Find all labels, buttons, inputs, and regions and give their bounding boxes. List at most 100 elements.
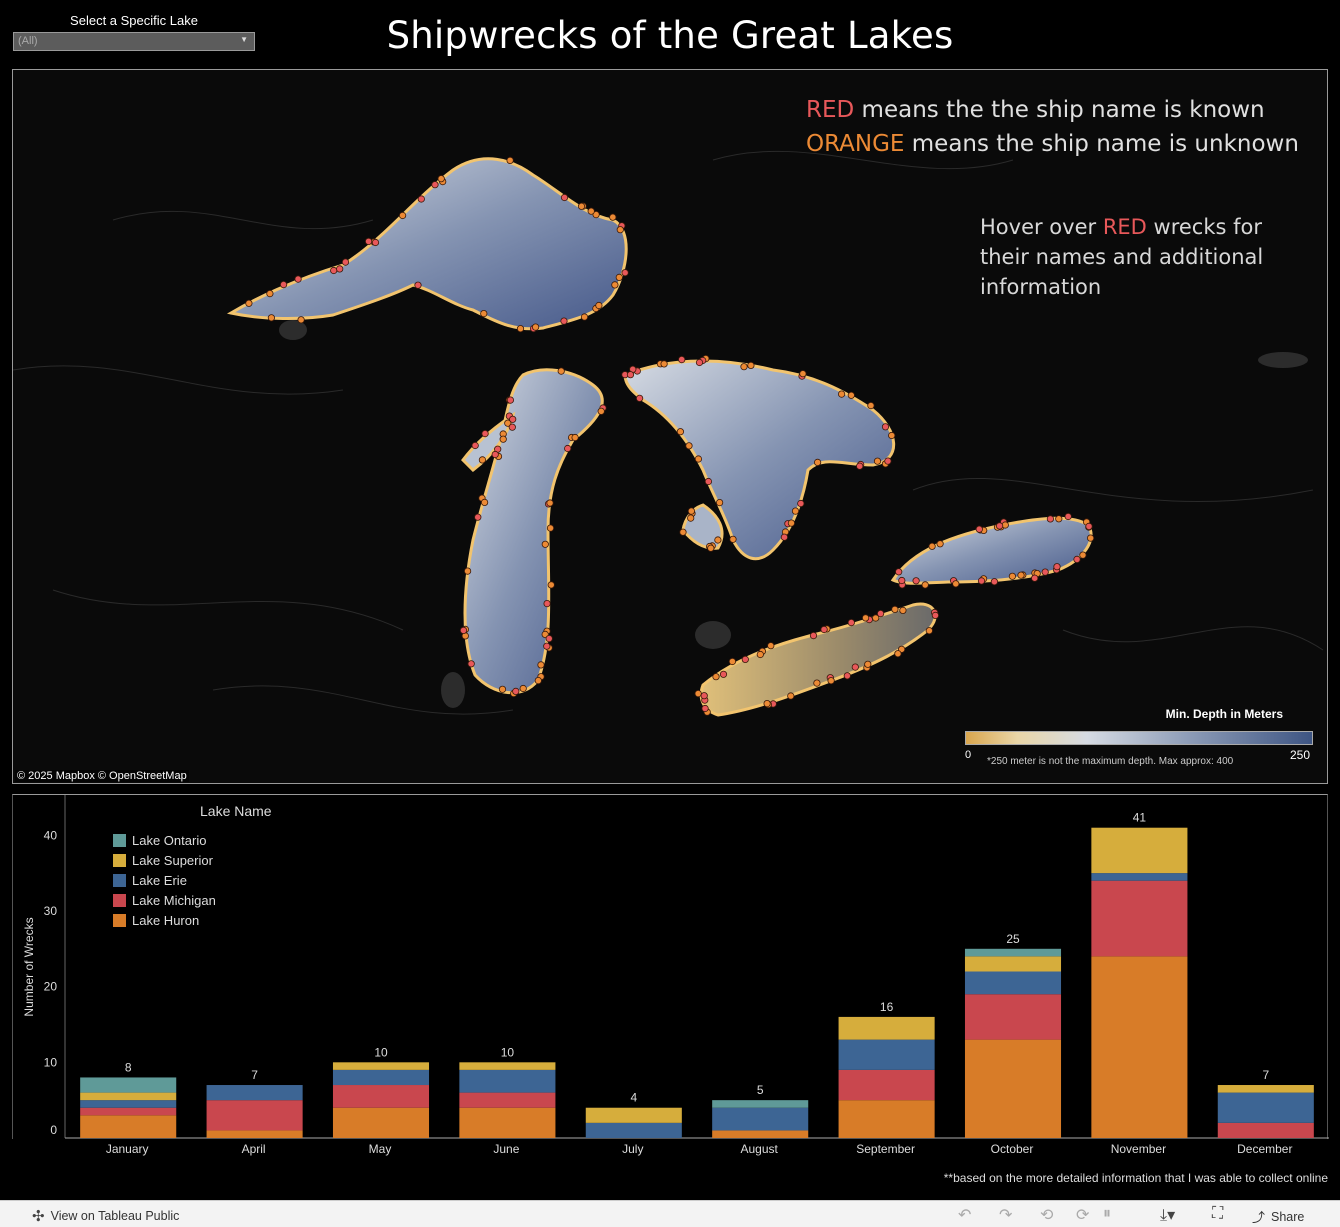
wreck-marker[interactable] bbox=[616, 226, 624, 234]
wreck-marker[interactable] bbox=[1031, 574, 1039, 582]
wreck-marker[interactable] bbox=[534, 676, 542, 685]
wreck-marker[interactable] bbox=[660, 360, 668, 368]
wreck-marker[interactable] bbox=[547, 581, 555, 589]
wreck-marker[interactable] bbox=[611, 281, 619, 289]
download-icon[interactable]: ⤓▾ bbox=[1160, 1207, 1176, 1224]
bar-segment-lake-michigan[interactable] bbox=[206, 1100, 303, 1131]
wreck-marker[interactable] bbox=[888, 431, 896, 440]
wreck-marker[interactable] bbox=[597, 407, 605, 415]
wreck-marker[interactable] bbox=[687, 514, 695, 522]
wreck-marker[interactable] bbox=[499, 435, 507, 443]
wreck-marker[interactable] bbox=[621, 269, 629, 277]
wreck-marker[interactable] bbox=[519, 684, 527, 693]
wreck-marker[interactable] bbox=[837, 390, 846, 398]
wreck-marker[interactable] bbox=[799, 370, 807, 378]
wreck-marker[interactable] bbox=[952, 580, 960, 588]
wreck-marker[interactable] bbox=[516, 325, 525, 333]
wreck-marker[interactable] bbox=[787, 519, 796, 527]
wreck-marker[interactable] bbox=[820, 625, 828, 634]
wreck-marker[interactable] bbox=[701, 704, 709, 713]
bar-segment-lake-huron[interactable] bbox=[332, 1107, 430, 1138]
wreck-marker[interactable] bbox=[719, 670, 728, 678]
bar-segment-lake-michigan[interactable] bbox=[964, 994, 1062, 1040]
wreck-marker[interactable] bbox=[330, 266, 338, 275]
bar-segment-lake-superior[interactable] bbox=[964, 956, 1062, 972]
wreck-marker[interactable] bbox=[728, 657, 737, 666]
wreck-marker[interactable] bbox=[679, 528, 687, 536]
wreck-marker[interactable] bbox=[873, 457, 882, 465]
bar-segment-lake-michigan[interactable] bbox=[459, 1092, 556, 1108]
bar-segment-lake-erie[interactable] bbox=[206, 1085, 303, 1101]
bar-segment-lake-superior[interactable] bbox=[838, 1016, 935, 1040]
wreck-marker[interactable] bbox=[1053, 563, 1061, 571]
wreck-marker[interactable] bbox=[898, 576, 906, 585]
wreck-marker[interactable] bbox=[506, 396, 514, 404]
wreck-marker[interactable] bbox=[797, 499, 805, 508]
wreck-marker[interactable] bbox=[856, 462, 864, 470]
bar-segment-lake-huron[interactable] bbox=[459, 1107, 556, 1138]
wreck-marker[interactable] bbox=[847, 618, 855, 627]
bar-segment-lake-superior[interactable] bbox=[1217, 1085, 1314, 1093]
bar-segment-lake-huron[interactable] bbox=[712, 1130, 809, 1138]
wreck-marker[interactable] bbox=[694, 689, 702, 698]
wreck-marker[interactable] bbox=[995, 522, 1004, 530]
wreck-marker[interactable] bbox=[478, 456, 486, 464]
wreck-marker[interactable] bbox=[1079, 551, 1087, 559]
wreck-marker[interactable] bbox=[741, 655, 749, 664]
wreck-marker[interactable] bbox=[615, 273, 623, 281]
map-attribution[interactable]: © 2025 Mapbox © OpenStreetMap bbox=[15, 770, 189, 782]
wreck-marker[interactable] bbox=[531, 323, 540, 331]
wreck-marker[interactable] bbox=[936, 540, 944, 548]
lake-filter-dropdown[interactable]: (All) ▼ bbox=[13, 32, 255, 51]
wreck-marker[interactable] bbox=[729, 535, 737, 543]
wreck-marker[interactable] bbox=[1017, 571, 1025, 579]
wreck-marker[interactable] bbox=[881, 423, 890, 431]
bar-segment-lake-erie[interactable] bbox=[459, 1069, 556, 1093]
wreck-marker[interactable] bbox=[580, 313, 589, 321]
map-canvas[interactable] bbox=[13, 70, 1328, 784]
wreck-marker[interactable] bbox=[912, 577, 920, 585]
wreck-marker[interactable] bbox=[884, 457, 892, 465]
wreck-marker[interactable] bbox=[704, 477, 713, 486]
wreck-marker[interactable] bbox=[266, 290, 274, 298]
wreck-marker[interactable] bbox=[279, 281, 288, 289]
wreck-marker[interactable] bbox=[557, 367, 565, 375]
wreck-marker[interactable] bbox=[891, 605, 899, 614]
bar-segment-lake-michigan[interactable] bbox=[1091, 880, 1188, 957]
bar-segment-lake-huron[interactable] bbox=[1091, 956, 1188, 1138]
wreck-marker[interactable] bbox=[417, 195, 425, 203]
wreck-marker[interactable] bbox=[931, 611, 940, 620]
bar-segment-lake-erie[interactable] bbox=[838, 1039, 935, 1070]
bar-segment-lake-michigan[interactable] bbox=[332, 1085, 430, 1108]
wreck-marker[interactable] bbox=[545, 634, 553, 643]
revert-icon[interactable]: ⟲ bbox=[1040, 1207, 1054, 1224]
wreck-marker[interactable] bbox=[467, 660, 475, 668]
wreck-marker[interactable] bbox=[861, 614, 870, 622]
wreck-marker[interactable] bbox=[685, 442, 693, 450]
wreck-marker[interactable] bbox=[481, 429, 489, 438]
wreck-marker[interactable] bbox=[543, 599, 551, 608]
wreck-marker[interactable] bbox=[843, 672, 851, 680]
bar-segment-lake-erie[interactable] bbox=[332, 1069, 430, 1086]
undo-icon[interactable]: ↶ bbox=[958, 1207, 972, 1224]
wreck-marker[interactable] bbox=[508, 423, 516, 431]
wreck-marker[interactable] bbox=[813, 679, 821, 687]
legend-item[interactable]: Lake Huron bbox=[113, 910, 272, 930]
wreck-marker[interactable] bbox=[977, 577, 986, 585]
wreck-marker[interactable] bbox=[491, 450, 499, 459]
wreck-marker[interactable] bbox=[1085, 522, 1093, 530]
wreck-markers[interactable] bbox=[245, 156, 1095, 716]
bar-segment-lake-erie[interactable] bbox=[1091, 873, 1188, 881]
wreck-marker[interactable] bbox=[1064, 512, 1072, 521]
wreck-marker[interactable] bbox=[543, 642, 551, 650]
wreck-marker[interactable] bbox=[609, 213, 617, 221]
wreck-marker[interactable] bbox=[512, 687, 520, 696]
wreck-marker[interactable] bbox=[635, 394, 644, 402]
shipwreck-map[interactable]: RED means the the ship name is known ORA… bbox=[12, 69, 1328, 784]
bar-segment-lake-superior[interactable] bbox=[332, 1062, 430, 1070]
wreck-marker[interactable] bbox=[398, 211, 407, 220]
wreck-marker[interactable] bbox=[480, 310, 488, 318]
view-on-tableau-button[interactable]: ✣ View on Tableau Public bbox=[32, 1207, 179, 1225]
bar-segment-lake-huron[interactable] bbox=[964, 1039, 1062, 1138]
wreck-marker[interactable] bbox=[1046, 515, 1055, 523]
